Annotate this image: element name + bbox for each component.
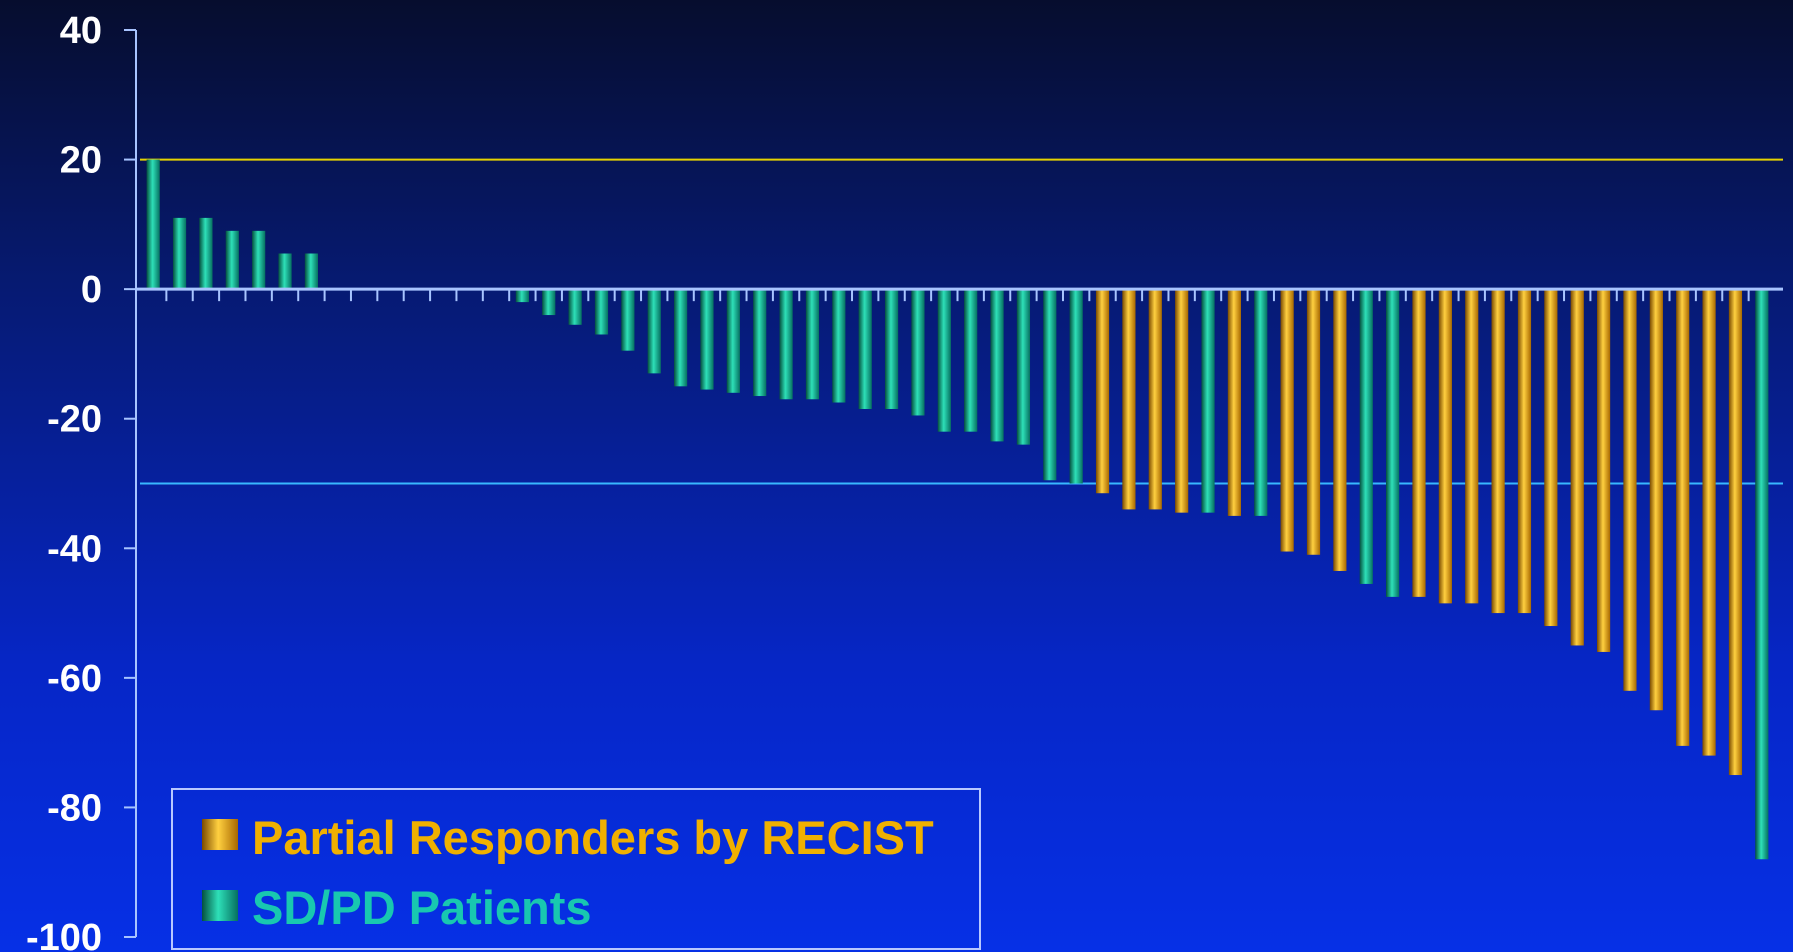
y-tick-label: 20 — [60, 140, 102, 182]
bar-sdpd-33 — [990, 289, 1004, 442]
bar-pr-40 — [1175, 289, 1189, 513]
bar-pr-49 — [1412, 289, 1426, 597]
y-tick-label: -20 — [47, 399, 102, 441]
bar-pr-39 — [1148, 289, 1162, 510]
bar-sdpd-24 — [753, 289, 767, 397]
bars — [146, 159, 1769, 860]
y-tick-label: 0 — [81, 269, 102, 311]
bar-pr-50 — [1438, 289, 1452, 604]
bar-sdpd-48 — [1386, 289, 1400, 597]
bar-sdpd-6 — [278, 253, 292, 290]
bar-pr-59 — [1676, 289, 1690, 746]
legend-box — [171, 788, 981, 950]
bar-sdpd-19 — [621, 289, 635, 351]
bar-pr-58 — [1649, 289, 1663, 711]
bar-sdpd-3 — [199, 217, 213, 290]
bar-sdpd-2 — [172, 217, 187, 290]
bar-pr-44 — [1280, 289, 1294, 552]
bar-sdpd-21 — [674, 289, 688, 387]
bar-sdpd-36 — [1069, 289, 1083, 484]
bar-sdpd-34 — [1016, 289, 1031, 445]
bar-sdpd-29 — [884, 289, 899, 409]
axes — [124, 29, 1783, 938]
bar-pr-51 — [1465, 289, 1479, 604]
bar-sdpd-5 — [252, 230, 266, 290]
bar-pr-55 — [1570, 289, 1584, 646]
y-tick-label: -80 — [47, 787, 102, 829]
bar-sdpd-62 — [1755, 289, 1769, 860]
bar-sdpd-18 — [594, 289, 609, 335]
y-tick-label: -40 — [47, 528, 102, 570]
y-tick-labels: 40 20 0 -20 -40 -60 -80 -100 — [26, 10, 102, 952]
bar-sdpd-43 — [1254, 289, 1268, 516]
bar-pr-45 — [1306, 289, 1321, 555]
bar-sdpd-16 — [542, 289, 556, 316]
bar-sdpd-4 — [225, 230, 239, 290]
bar-pr-56 — [1596, 289, 1611, 652]
bar-sdpd-47 — [1359, 289, 1373, 584]
legend-label-pr: Partial Responders by RECIST — [252, 811, 934, 864]
bar-pr-60 — [1702, 289, 1716, 756]
bar-pr-54 — [1544, 289, 1558, 627]
bar-pr-57 — [1623, 289, 1637, 691]
y-tick-label: -60 — [47, 658, 102, 700]
bar-sdpd-30 — [911, 289, 925, 416]
bar-pr-61 — [1728, 289, 1743, 776]
bar-pr-42 — [1227, 289, 1241, 516]
legend-swatch-pr — [202, 819, 238, 850]
bar-sdpd-22 — [700, 289, 714, 390]
bar-pr-53 — [1517, 289, 1532, 614]
bar-pr-46 — [1333, 289, 1347, 571]
bar-sdpd-41 — [1201, 289, 1215, 513]
bar-sdpd-28 — [858, 289, 872, 409]
bar-sdpd-32 — [964, 289, 978, 432]
reference-lines — [140, 158, 1783, 485]
bar-sdpd-15 — [515, 289, 529, 303]
bar-sdpd-7 — [304, 253, 319, 290]
bar-sdpd-20 — [647, 289, 661, 374]
bar-pr-37 — [1095, 289, 1110, 494]
y-tick-label: -100 — [26, 917, 102, 952]
bar-sdpd-25 — [779, 289, 793, 400]
bar-sdpd-23 — [726, 289, 740, 393]
bar-sdpd-27 — [832, 289, 846, 403]
y-tick-label: 40 — [60, 10, 102, 52]
bar-sdpd-1 — [146, 159, 160, 290]
bar-sdpd-17 — [568, 289, 582, 325]
bar-sdpd-31 — [937, 289, 951, 432]
legend: Partial Responders by RECIST SD/PD Patie… — [171, 788, 981, 950]
legend-swatch-sdpd — [202, 890, 238, 921]
bar-pr-52 — [1491, 289, 1505, 614]
bar-sdpd-35 — [1043, 289, 1057, 481]
bar-sdpd-26 — [805, 289, 820, 400]
legend-label-sdpd: SD/PD Patients — [252, 881, 592, 934]
bar-pr-38 — [1122, 289, 1136, 510]
